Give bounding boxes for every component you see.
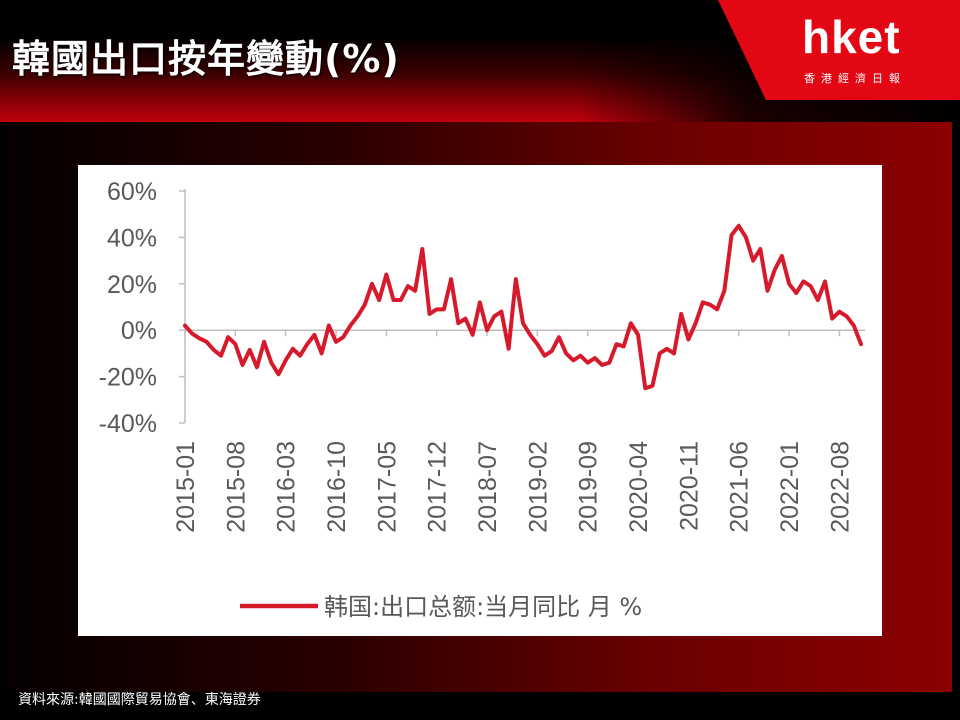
y-tick-label: -20% xyxy=(99,364,157,392)
x-tick-label: 2017-05 xyxy=(373,441,401,533)
x-tick-label: 2016-10 xyxy=(323,441,351,533)
logo-wordmark: hket xyxy=(802,11,901,63)
logo-red-shape xyxy=(718,0,960,100)
x-tick-label: 2019-09 xyxy=(575,441,603,533)
y-tick-label: 40% xyxy=(107,224,157,252)
x-tick-label: 2017-12 xyxy=(424,441,452,533)
x-tick-label: 2020-11 xyxy=(675,441,703,531)
y-tick-label: 60% xyxy=(107,178,157,206)
x-tick-label: 2020-04 xyxy=(625,441,653,533)
x-tick-label: 2022-08 xyxy=(826,441,854,533)
page-title: 韓國出口按年變動(%) xyxy=(12,37,400,81)
legend-label: 韩国:出口总额:当月同比 月 % xyxy=(324,593,642,621)
y-tick-label: 20% xyxy=(107,271,157,299)
x-tick-label: 2015-08 xyxy=(222,441,250,533)
y-tick-label: 0% xyxy=(121,317,157,345)
legend: 韩国:出口总额:当月同比 月 % xyxy=(240,593,642,621)
x-tick-labels: 2015-01 2015-08 2016-03 2016-10 2017-05 2017-… xyxy=(172,441,854,533)
hket-logo: hket 香港經濟日報 xyxy=(718,0,960,100)
line-chart: 60% 40% 20% 0% -20% -40% 2015-01 2015-08 2016-0… xyxy=(99,178,865,621)
series-line-korea-exports xyxy=(183,223,863,391)
series-lines xyxy=(183,223,863,391)
x-tick-label: 2022-01 xyxy=(776,441,804,533)
y-tick-labels: 60% 40% 20% 0% -20% -40% xyxy=(99,178,157,438)
x-tick-label: 2015-01 xyxy=(172,441,200,533)
y-tick-label: -40% xyxy=(99,410,157,438)
x-tick-label: 2016-03 xyxy=(273,441,301,533)
x-tick-label: 2019-02 xyxy=(524,441,552,533)
logo-subtitle: 香港經濟日報 xyxy=(804,72,906,85)
source-note: 資料來源:韓國國際貿易協會、東海證券 xyxy=(18,692,261,708)
chart-card: 60% 40% 20% 0% -20% -40% 2015-01 2015-08 2016-0… xyxy=(78,165,882,636)
x-tick-label: 2021-06 xyxy=(726,441,754,533)
x-tick-label: 2018-07 xyxy=(474,441,502,533)
